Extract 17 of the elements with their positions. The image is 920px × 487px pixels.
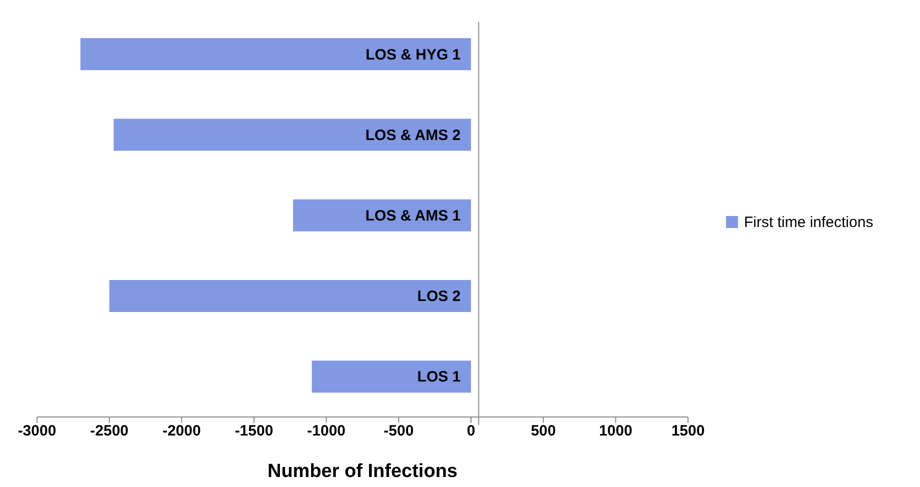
y-tick-label: LOS 1 xyxy=(417,368,461,386)
x-tick-label: 0 xyxy=(466,422,476,440)
y-tick-label: LOS & HYG 1 xyxy=(366,46,461,64)
x-tick-label: 1000 xyxy=(598,422,632,440)
y-tick-label: LOS & AMS 2 xyxy=(365,126,461,144)
x-tick-label: -3000 xyxy=(18,422,56,440)
x-axis-title: Number of Infections xyxy=(267,461,458,482)
x-tick-label: -1500 xyxy=(234,422,274,440)
x-tick-label: -2500 xyxy=(90,422,129,440)
x-tick-label: -2000 xyxy=(162,422,201,440)
y-tick-label: LOS 2 xyxy=(417,288,461,306)
legend-label: First time infections xyxy=(744,214,874,230)
x-tick-label: -1000 xyxy=(307,422,346,440)
x-tick-label: 500 xyxy=(530,422,556,440)
x-tick-label: -500 xyxy=(384,422,414,440)
x-tick-label: 1500 xyxy=(671,422,705,440)
y-tick-label: LOS & AMS 1 xyxy=(365,208,461,224)
